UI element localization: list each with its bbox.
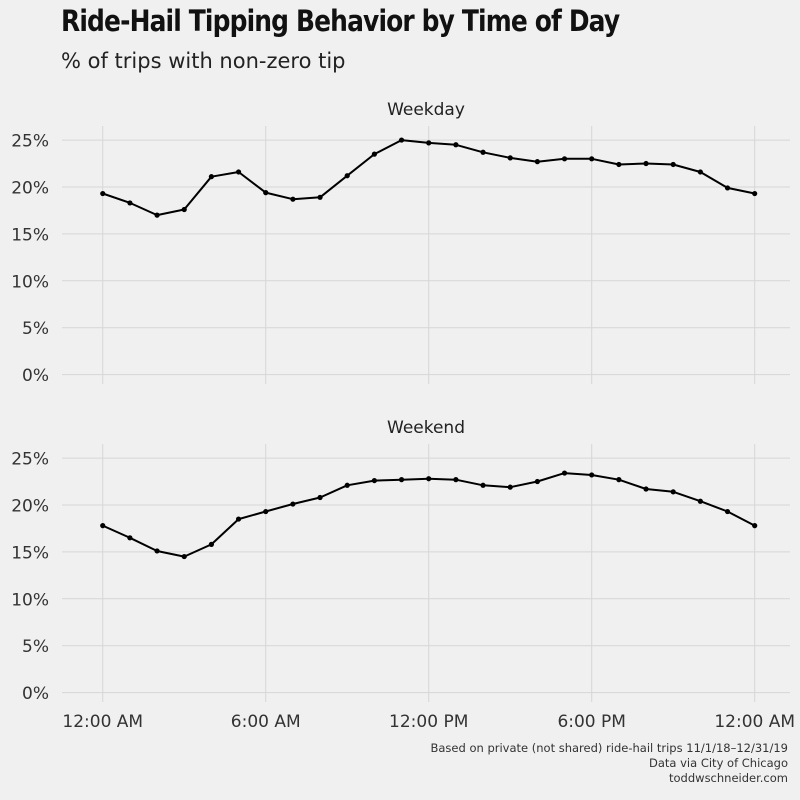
data-point	[480, 149, 486, 155]
data-point	[752, 523, 758, 529]
data-point	[616, 161, 622, 168]
data-point	[290, 196, 296, 202]
data-point	[507, 155, 513, 161]
panel-label-weekday: Weekday	[387, 100, 465, 120]
x-tick-label: 12:00 AM	[62, 712, 143, 732]
y-tick-label: 10%	[11, 272, 49, 292]
chart-subtitle: % of trips with non-zero tip	[61, 49, 346, 73]
data-point	[263, 190, 269, 196]
panel-label-weekend: Weekend	[387, 418, 465, 438]
data-point	[100, 523, 106, 529]
data-point	[208, 174, 215, 180]
y-tick-label: 15%	[11, 543, 49, 563]
data-point	[181, 553, 187, 560]
data-point	[589, 472, 595, 478]
data-point	[561, 470, 568, 476]
y-tick-label: 25%	[11, 450, 49, 470]
data-point	[181, 206, 187, 213]
data-point	[724, 508, 731, 515]
data-point	[344, 173, 350, 179]
caption-source-note: Based on private (not shared) ride-hail …	[430, 741, 789, 755]
data-point	[697, 498, 703, 504]
data-point	[154, 548, 160, 554]
data-point	[154, 212, 160, 218]
data-point	[670, 489, 676, 495]
x-tick-label: 12:00 AM	[714, 712, 795, 732]
data-point	[371, 151, 377, 157]
data-point	[344, 482, 350, 488]
data-point	[453, 477, 459, 483]
data-point	[670, 161, 676, 168]
y-tick-label: 15%	[11, 225, 49, 245]
x-tick-label: 6:00 PM	[557, 712, 626, 732]
y-tick-label: 0%	[22, 366, 49, 386]
data-point	[290, 501, 296, 507]
data-point	[426, 140, 432, 146]
data-point	[534, 478, 540, 485]
data-point	[235, 169, 242, 175]
data-point	[398, 137, 405, 143]
data-point	[127, 200, 133, 206]
data-point	[208, 541, 215, 547]
data-point	[534, 159, 540, 165]
caption-website: toddwschneider.com	[669, 771, 788, 785]
data-point	[643, 486, 649, 492]
data-point	[752, 190, 758, 197]
y-tick-label: 5%	[22, 637, 49, 657]
data-point	[398, 477, 405, 483]
data-point	[561, 156, 568, 162]
data-point	[127, 535, 133, 541]
y-tick-label: 5%	[22, 319, 49, 339]
y-tick-label: 25%	[11, 132, 49, 152]
data-point	[100, 190, 106, 197]
data-point	[263, 508, 269, 515]
data-point	[235, 516, 242, 522]
y-tick-label: 20%	[11, 178, 49, 198]
y-tick-label: 20%	[11, 496, 49, 516]
y-tick-label: 0%	[22, 684, 49, 704]
y-tick-label: 10%	[11, 590, 49, 610]
data-point	[697, 169, 703, 175]
caption-data-credit: Data via City of Chicago	[649, 756, 788, 770]
data-point	[643, 160, 649, 167]
chart-title: Ride-Hail Tipping Behavior by Time of Da…	[61, 4, 620, 38]
x-tick-label: 6:00 AM	[231, 712, 301, 732]
data-point	[507, 484, 513, 490]
data-point	[371, 477, 377, 484]
data-point	[317, 494, 323, 501]
data-point	[480, 482, 486, 488]
data-point	[426, 476, 432, 482]
data-point	[616, 477, 622, 483]
x-tick-label: 12:00 PM	[389, 712, 468, 732]
data-point	[317, 194, 323, 200]
caption: Based on private (not shared) ride-hail …	[431, 741, 789, 786]
data-point	[724, 185, 731, 191]
data-point	[589, 156, 595, 162]
data-point	[453, 142, 459, 148]
